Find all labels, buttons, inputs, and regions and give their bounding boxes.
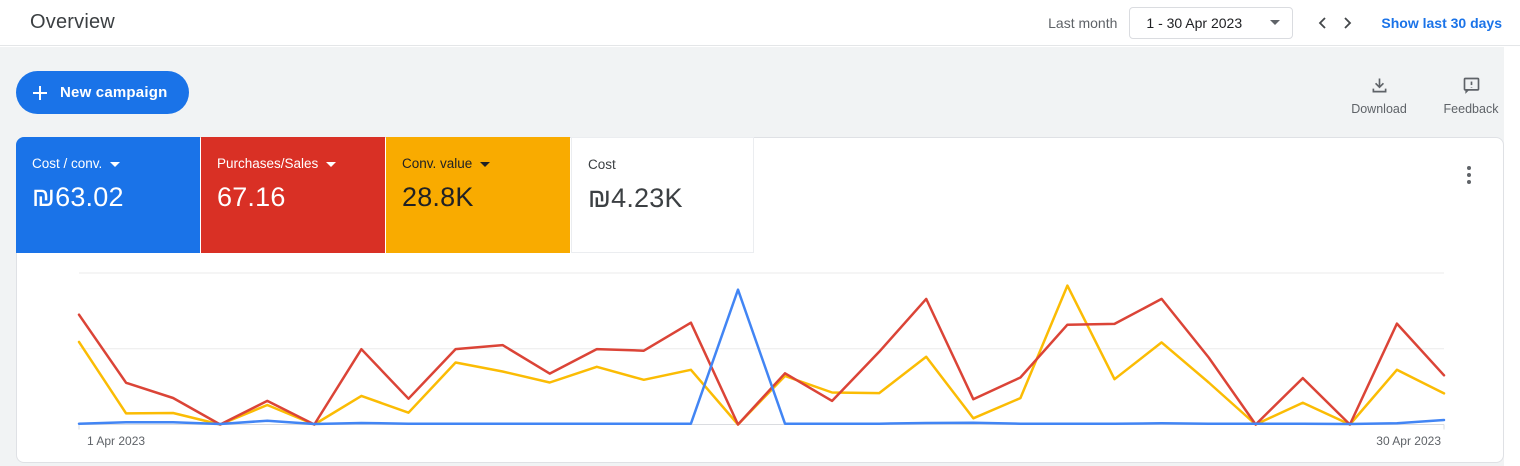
- chevron-right-icon: [1344, 16, 1352, 29]
- next-period-button[interactable]: [1335, 11, 1359, 35]
- date-range-controls: Last month 1 - 30 Apr 2023 Show last 30 …: [1048, 6, 1504, 39]
- show-last-30-days-link[interactable]: Show last 30 days: [1381, 14, 1502, 31]
- download-button[interactable]: Download: [1341, 75, 1417, 116]
- date-range-preset-label: Last month: [1048, 14, 1118, 31]
- x-axis-start-label: 1 Apr 2023: [87, 434, 146, 448]
- metric-label: Cost: [588, 157, 616, 172]
- metric-card-cost[interactable]: Cost ₪4.23K: [571, 137, 754, 253]
- download-icon: [1372, 78, 1386, 93]
- metric-label: Purchases/Sales: [217, 156, 319, 171]
- feedback-button[interactable]: Feedback: [1438, 75, 1504, 116]
- card-options-kebab-menu[interactable]: [1459, 164, 1479, 186]
- metric-label: Conv. value: [402, 156, 473, 171]
- x-axis-end-label: 30 Apr 2023: [1376, 434, 1441, 448]
- metric-value: 28.8K: [402, 182, 474, 212]
- metric-card-cost-per-conv[interactable]: Cost / conv. ₪63.02: [16, 137, 200, 253]
- date-range-selector[interactable]: 1 - 30 Apr 2023: [1129, 6, 1294, 39]
- metric-value: 67.16: [217, 182, 286, 212]
- previous-period-button[interactable]: [1311, 11, 1335, 35]
- metric-value: ₪63.02: [32, 182, 124, 212]
- chevron-down-icon: [110, 162, 121, 167]
- page-title: Overview: [30, 11, 115, 33]
- feedback-icon: [1463, 77, 1479, 94]
- feedback-label: Feedback: [1443, 102, 1499, 116]
- chevron-left-icon: [1319, 16, 1327, 29]
- metric-value: ₪4.23K: [588, 183, 683, 213]
- chevron-down-icon: [1270, 20, 1281, 25]
- overview-content: New campaign Download Feedback Cost: [0, 47, 1520, 466]
- top-bar: Overview Last month 1 - 30 Apr 2023 Show…: [0, 0, 1520, 46]
- date-range-value: 1 - 30 Apr 2023: [1146, 14, 1243, 31]
- plus-icon: [31, 84, 49, 102]
- new-campaign-button[interactable]: New campaign: [16, 71, 190, 114]
- metric-card-purchases-sales[interactable]: Purchases/Sales 67.16: [201, 137, 385, 253]
- metric-card-conv-value[interactable]: Conv. value 28.8K: [386, 137, 570, 253]
- chevron-down-icon: [480, 162, 491, 167]
- overview-chart-card: Cost / conv. ₪63.02 Purchases/Sales 67.1…: [16, 137, 1504, 463]
- scrollbar-track[interactable]: [1504, 47, 1520, 466]
- chevron-down-icon: [326, 162, 337, 167]
- new-campaign-label: New campaign: [60, 84, 168, 101]
- download-label: Download: [1351, 102, 1407, 116]
- time-series-line-chart[interactable]: [17, 138, 1505, 462]
- metric-label: Cost / conv.: [32, 156, 103, 171]
